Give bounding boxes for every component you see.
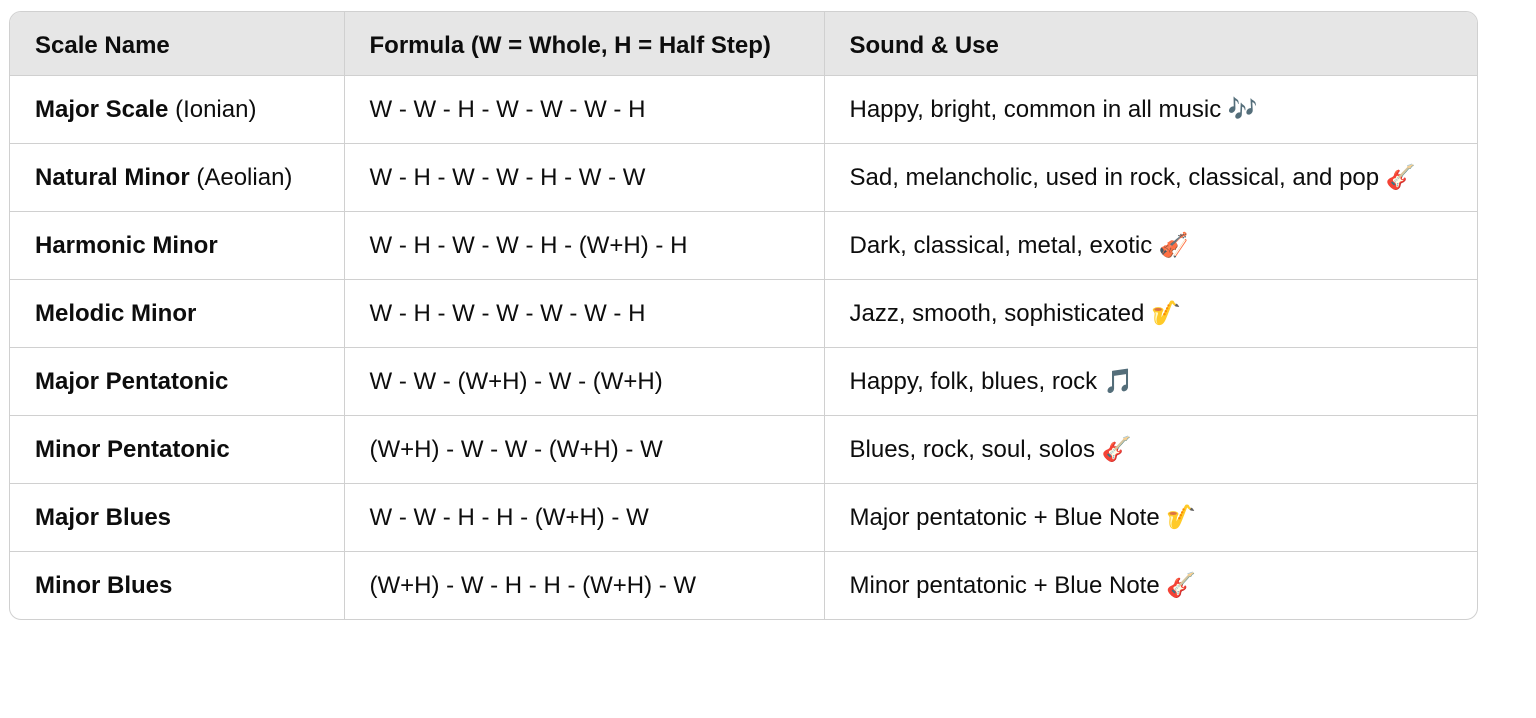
scale-name: Major Scale <box>35 96 169 123</box>
table-row: Natural Minor (Aeolian) W - H - W - W - H… <box>10 143 1477 212</box>
scale-name-cell: Major Blues <box>10 483 345 552</box>
sound-use-cell: Jazz, smooth, sophisticated 🎷 <box>824 279 1477 348</box>
scale-name: Minor Blues <box>35 572 173 599</box>
sound-use-cell: Sad, melancholic, used in rock, classica… <box>824 143 1477 212</box>
formula-cell: W - H - W - W - H - W - W <box>344 143 825 212</box>
header-row: Scale Name Formula (W = Whole, H = Half … <box>10 12 1477 76</box>
sound-use-cell: Blues, rock, soul, solos 🎸 <box>824 415 1477 484</box>
scale-mode: (Ionian) <box>168 96 257 123</box>
scale-name: Minor Pentatonic <box>35 436 230 463</box>
scale-name: Melodic Minor <box>35 300 197 327</box>
table-row: Melodic Minor W - H - W - W - W - W - H Ja… <box>10 279 1477 348</box>
scale-name: Natural Minor <box>35 164 190 191</box>
formula-cell: (W+H) - W - H - H - (W+H) - W <box>344 551 825 619</box>
scale-name-cell: Harmonic Minor <box>10 211 345 280</box>
formula-cell: (W+H) - W - W - (W+H) - W <box>344 415 825 484</box>
scales-table-container: Scale Name Formula (W = Whole, H = Half … <box>9 11 1478 620</box>
formula-cell: W - H - W - W - W - W - H <box>344 279 825 348</box>
table-row: Minor Pentatonic (W+H) - W - W - (W+H) - … <box>10 415 1477 484</box>
header-sound-use: Sound & Use <box>824 12 1477 76</box>
table-row: Minor Blues (W+H) - W - H - H - (W+H) - W… <box>10 551 1477 619</box>
scale-name: Major Blues <box>35 504 172 531</box>
sound-use-cell: Happy, folk, blues, rock 🎵 <box>824 347 1477 416</box>
table-row: Major Pentatonic W - W - (W+H) - W - (W+H… <box>10 347 1477 416</box>
scale-name: Harmonic Minor <box>35 232 218 259</box>
header-scale-name: Scale Name <box>10 12 345 76</box>
scale-name: Major Pentatonic <box>35 368 229 395</box>
table-row: Major Scale (Ionian) W - W - H - W - W - … <box>10 75 1477 144</box>
sound-use-cell: Minor pentatonic + Blue Note 🎸 <box>849 572 1197 599</box>
scales-table: Scale Name Formula (W = Whole, H = Half … <box>10 12 1477 619</box>
scale-name-cell: Natural Minor (Aeolian) <box>10 143 345 212</box>
sound-use-cell: Major pentatonic + Blue Note 🎷 <box>824 483 1477 552</box>
scale-name-cell: Minor Pentatonic <box>10 415 345 484</box>
formula-cell: W - W - (W+H) - W - (W+H) <box>344 347 825 416</box>
scale-name-cell: Major Pentatonic <box>10 347 345 416</box>
sound-use-cell: Dark, classical, metal, exotic 🎻 <box>824 211 1477 280</box>
header-formula: Formula (W = Whole, H = Half Step) <box>344 12 825 76</box>
table-row: Major Blues W - W - H - H - (W+H) - W Majo… <box>10 483 1477 552</box>
formula-cell: W - W - H - H - (W+H) - W <box>344 483 825 552</box>
scale-name-cell: Melodic Minor <box>10 279 345 348</box>
scale-name-cell: Major Scale (Ionian) <box>10 75 345 144</box>
table-row: Harmonic Minor W - H - W - W - H - (W+H) … <box>10 211 1477 280</box>
formula-cell: W - W - H - W - W - W - H <box>344 75 825 144</box>
sound-use-cell: Happy, bright, common in all music 🎶 <box>824 75 1477 144</box>
formula-cell: W - H - W - W - H - (W+H) - H <box>344 211 825 280</box>
scale-name-cell: Minor Blues <box>10 551 345 619</box>
scale-mode: (Aeolian) <box>189 164 293 191</box>
